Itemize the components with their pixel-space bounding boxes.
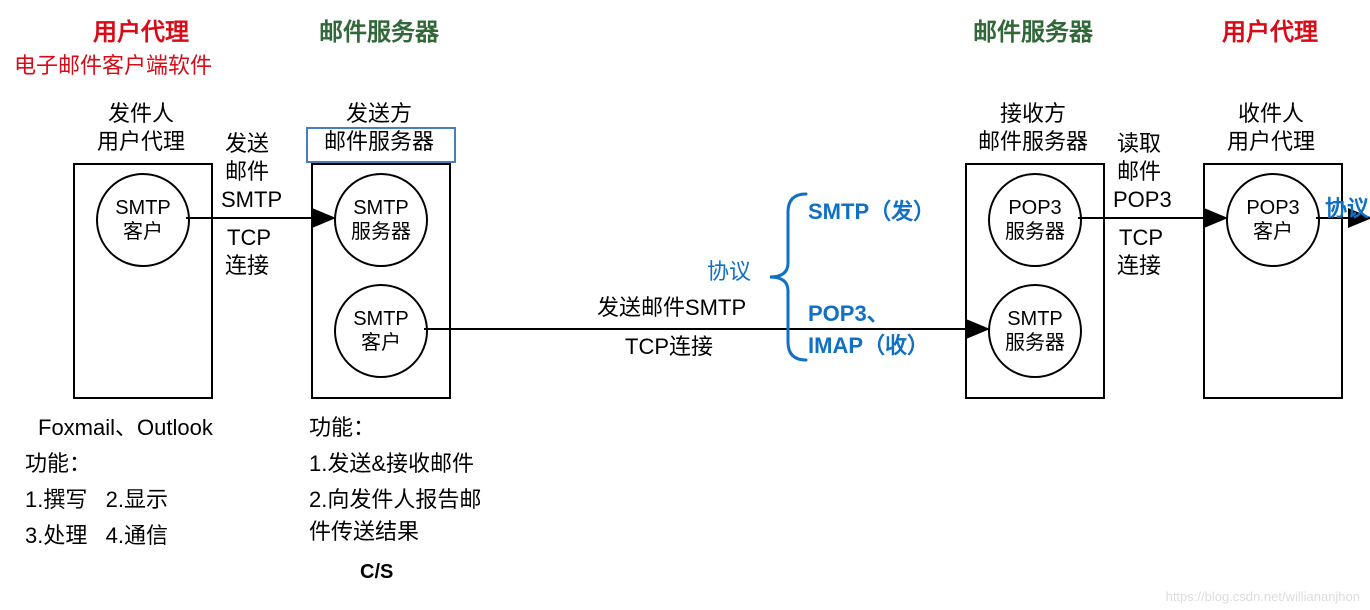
arrow1-l2: 邮件 xyxy=(225,158,269,186)
box1-circle: SMTP客户 xyxy=(96,173,190,267)
box2-cs: C/S xyxy=(360,560,393,585)
box2-title2-border xyxy=(306,127,456,163)
proto-imap: IMAP（收） xyxy=(808,332,929,360)
box2-fn-2: 2.向发件人报告邮 xyxy=(309,486,481,514)
box2-circle-bot: SMTP客户 xyxy=(334,284,428,378)
box2-circle-top: SMTP服务器 xyxy=(334,173,428,267)
arrow1-l5: 连接 xyxy=(225,252,269,280)
box4-title1: 收件人 xyxy=(1238,100,1304,128)
proto-smtp: SMTP（发） xyxy=(808,198,935,226)
arrow3-l1: 读取 xyxy=(1117,130,1161,158)
diagram-canvas: 用户代理 电子邮件客户端软件 邮件服务器 邮件服务器 用户代理 发件人 用户代理… xyxy=(0,0,1370,610)
box3-title1: 接收方 xyxy=(1000,100,1066,128)
proto-right: 协议 xyxy=(1325,195,1369,223)
box3-circle-bot: SMTP服务器 xyxy=(988,284,1082,378)
box4-circle: POP3客户 xyxy=(1226,173,1320,267)
header-ua-right: 用户代理 xyxy=(1222,18,1318,48)
header-ua-left: 用户代理 xyxy=(93,18,189,48)
header-ms-left: 邮件服务器 xyxy=(319,18,439,48)
watermark: https://blog.csdn.net/williananjhon xyxy=(1166,589,1360,604)
box1-examples: Foxmail、Outlook xyxy=(38,414,213,442)
arrow3-l4: TCP xyxy=(1119,224,1163,252)
proto-label: 协议 xyxy=(707,258,751,286)
box2-title1: 发送方 xyxy=(346,100,412,128)
box1-fn-h: 功能： xyxy=(25,450,91,478)
box1-fn-1: 1.撰写 2.显示 xyxy=(25,486,168,514)
arrow3-l3: POP3 xyxy=(1113,186,1172,214)
box2-fn-3: 件传送结果 xyxy=(309,518,419,546)
arrow1-l1: 发送 xyxy=(225,130,269,158)
box3-circle-top: POP3服务器 xyxy=(988,173,1082,267)
arrow3-l5: 连接 xyxy=(1117,252,1161,280)
middle-l1: 发送邮件SMTP xyxy=(597,294,746,322)
arrow1-l4: TCP xyxy=(227,224,271,252)
header-ua-left-sub: 电子邮件客户端软件 xyxy=(14,52,212,80)
arrow3-l2: 邮件 xyxy=(1117,158,1161,186)
header-ms-right: 邮件服务器 xyxy=(973,18,1093,48)
box2-fn-h: 功能： xyxy=(309,414,375,442)
box2-fn-1: 1.发送&接收邮件 xyxy=(309,450,474,478)
middle-l2: TCP连接 xyxy=(625,333,713,361)
box1-fn-2: 3.处理 4.通信 xyxy=(25,522,168,550)
box1-title1: 发件人 xyxy=(108,100,174,128)
box4-title2: 用户代理 xyxy=(1227,128,1315,156)
box1-title2: 用户代理 xyxy=(97,128,185,156)
arrow1-l3: SMTP xyxy=(221,186,282,214)
box3-title2: 邮件服务器 xyxy=(978,128,1088,156)
proto-pop3: POP3、 xyxy=(808,300,889,328)
